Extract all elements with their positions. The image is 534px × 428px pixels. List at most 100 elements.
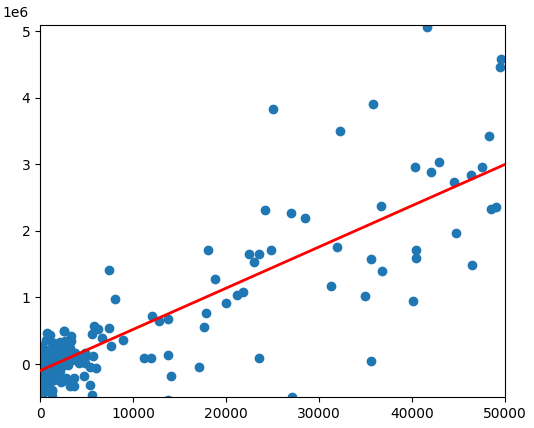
Point	[42, 384, 50, 391]
Point	[111, 296, 119, 303]
Point	[36, 384, 44, 391]
Point	[59, 350, 68, 357]
Point	[53, 358, 61, 365]
Point	[145, 417, 154, 424]
Point	[43, 398, 52, 405]
Point	[47, 377, 56, 384]
Point	[104, 267, 113, 273]
Point	[412, 246, 420, 253]
Point	[269, 106, 277, 113]
Point	[59, 341, 67, 348]
Point	[327, 282, 335, 289]
Point	[267, 247, 276, 253]
Point	[36, 364, 44, 371]
Point	[53, 348, 62, 354]
Point	[50, 344, 58, 351]
Point	[56, 339, 64, 345]
Point	[39, 398, 48, 404]
Point	[487, 206, 496, 213]
Point	[46, 353, 54, 360]
Point	[86, 382, 95, 389]
Point	[378, 268, 386, 274]
Point	[42, 366, 50, 373]
Point	[492, 204, 501, 211]
Point	[163, 315, 172, 322]
Point	[199, 324, 208, 331]
Point	[45, 347, 53, 354]
Point	[44, 377, 52, 384]
Point	[38, 347, 47, 354]
Point	[56, 368, 64, 375]
Point	[75, 353, 83, 360]
Point	[496, 64, 505, 71]
Point	[332, 244, 341, 251]
Point	[36, 397, 44, 404]
Point	[48, 367, 57, 374]
Point	[449, 179, 458, 186]
Point	[44, 351, 52, 358]
Point	[66, 354, 74, 361]
Point	[107, 342, 115, 349]
Point	[57, 345, 65, 352]
Point	[43, 353, 51, 360]
Point	[367, 256, 375, 262]
Point	[261, 207, 270, 214]
Point	[37, 368, 46, 375]
Point	[66, 344, 74, 351]
Point	[427, 169, 435, 175]
Point	[52, 368, 61, 374]
Point	[435, 159, 443, 166]
Point	[38, 348, 47, 355]
Point	[75, 360, 83, 367]
Point	[37, 366, 46, 373]
Point	[66, 349, 74, 356]
Point	[40, 370, 49, 377]
Point	[36, 374, 45, 381]
Point	[222, 299, 230, 306]
Point	[37, 377, 46, 383]
Point	[46, 374, 54, 381]
Point	[48, 393, 56, 400]
Point	[85, 363, 94, 370]
Point	[64, 353, 72, 360]
Point	[36, 398, 45, 405]
Point	[42, 383, 50, 390]
Point	[41, 359, 49, 366]
Point	[37, 365, 46, 372]
Point	[37, 389, 45, 396]
Point	[36, 398, 45, 404]
Point	[72, 354, 81, 360]
Point	[67, 357, 75, 363]
Point	[44, 368, 53, 375]
Point	[335, 128, 344, 134]
Point	[409, 297, 418, 304]
Point	[66, 333, 75, 340]
Point	[40, 389, 49, 395]
Point	[88, 391, 97, 398]
Point	[66, 348, 75, 355]
Point	[233, 292, 241, 299]
Point	[203, 247, 212, 253]
Point	[58, 360, 67, 366]
Point	[195, 364, 203, 371]
Point	[467, 172, 476, 178]
Point	[59, 361, 68, 368]
Point	[60, 327, 68, 334]
Point	[46, 365, 55, 372]
Point	[38, 350, 47, 357]
Point	[90, 323, 98, 330]
Point	[361, 292, 370, 299]
Point	[50, 374, 58, 381]
Point	[412, 255, 420, 262]
Point	[56, 357, 65, 364]
Point	[468, 262, 476, 269]
Point	[37, 379, 45, 386]
Point	[38, 358, 47, 365]
Point	[239, 289, 248, 296]
Point	[47, 388, 56, 395]
Point	[50, 377, 58, 383]
Point	[46, 353, 54, 360]
Point	[46, 377, 54, 383]
Point	[81, 349, 89, 356]
Point	[61, 374, 70, 381]
